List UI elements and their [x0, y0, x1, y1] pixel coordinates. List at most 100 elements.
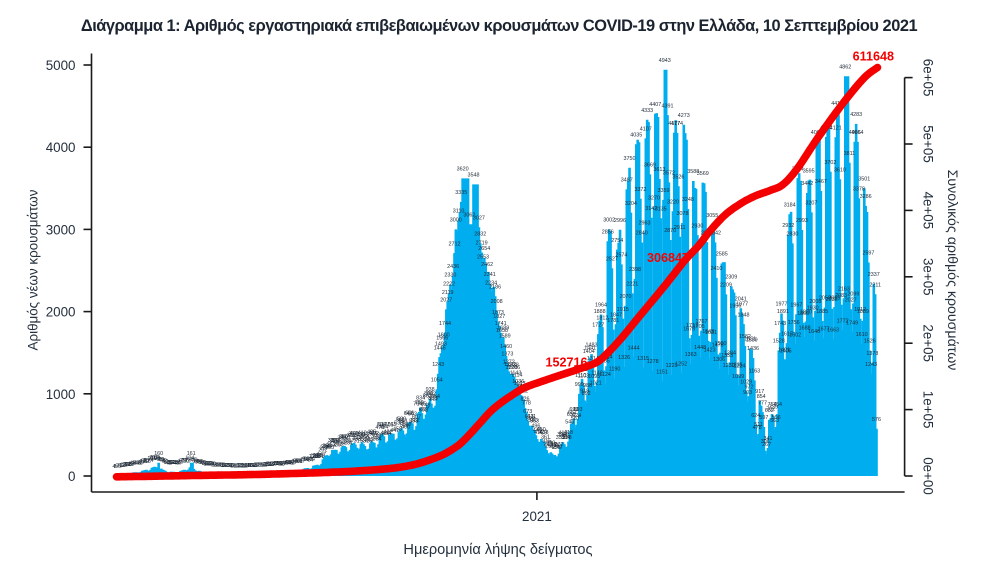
- svg-text:1238: 1238: [507, 363, 519, 369]
- svg-text:316: 316: [332, 438, 341, 444]
- svg-text:63: 63: [196, 459, 202, 465]
- svg-text:673: 673: [523, 409, 532, 415]
- svg-text:553: 553: [398, 419, 407, 425]
- svg-text:496: 496: [531, 423, 540, 429]
- svg-text:160: 160: [154, 451, 163, 457]
- svg-text:43: 43: [135, 461, 141, 467]
- svg-text:754: 754: [768, 402, 777, 408]
- svg-text:2211: 2211: [869, 282, 881, 288]
- svg-text:1677: 1677: [818, 326, 830, 332]
- svg-text:49: 49: [138, 460, 144, 466]
- svg-text:1206: 1206: [508, 365, 520, 371]
- svg-text:1243: 1243: [432, 362, 444, 368]
- svg-text:4407: 4407: [649, 102, 661, 108]
- svg-text:4000: 4000: [46, 140, 76, 155]
- svg-text:533: 533: [394, 420, 403, 426]
- svg-text:101: 101: [147, 456, 156, 462]
- svg-text:402: 402: [350, 431, 359, 437]
- svg-text:3501: 3501: [858, 176, 870, 182]
- svg-text:647: 647: [404, 411, 413, 417]
- svg-text:255: 255: [550, 443, 559, 449]
- svg-text:12: 12: [234, 463, 240, 469]
- svg-text:2008: 2008: [809, 299, 821, 305]
- svg-text:29: 29: [127, 462, 133, 468]
- svg-text:4273: 4273: [678, 113, 690, 119]
- svg-text:450: 450: [537, 427, 546, 433]
- svg-text:315: 315: [363, 438, 372, 444]
- svg-text:2993: 2993: [796, 218, 808, 224]
- svg-text:611: 611: [528, 414, 537, 420]
- svg-text:48: 48: [172, 460, 178, 466]
- svg-text:4035: 4035: [630, 133, 642, 139]
- svg-text:3588: 3588: [687, 169, 699, 175]
- svg-text:20: 20: [214, 463, 220, 469]
- svg-text:23: 23: [211, 462, 217, 468]
- svg-text:5000: 5000: [46, 58, 76, 73]
- svg-text:1658: 1658: [496, 328, 508, 334]
- svg-text:917: 917: [755, 389, 764, 395]
- svg-text:3220: 3220: [667, 200, 679, 206]
- svg-text:2932: 2932: [782, 223, 794, 229]
- svg-text:94: 94: [302, 457, 308, 463]
- svg-text:267: 267: [762, 442, 771, 448]
- svg-text:13: 13: [228, 463, 234, 469]
- svg-text:2930: 2930: [691, 223, 703, 229]
- svg-text:335: 335: [355, 437, 364, 443]
- svg-text:68: 68: [293, 459, 299, 465]
- svg-text:9: 9: [233, 463, 236, 469]
- svg-text:59: 59: [198, 459, 204, 465]
- svg-text:1110: 1110: [575, 373, 586, 379]
- svg-text:3750: 3750: [624, 156, 636, 162]
- svg-text:396: 396: [366, 432, 375, 438]
- svg-text:563: 563: [770, 418, 779, 424]
- svg-text:2021: 2021: [522, 509, 552, 524]
- svg-text:10: 10: [241, 463, 247, 469]
- svg-text:587: 587: [571, 416, 580, 422]
- svg-text:2870: 2870: [664, 228, 676, 234]
- svg-text:291: 291: [344, 440, 353, 446]
- svg-text:1114: 1114: [511, 373, 522, 379]
- svg-text:2963: 2963: [639, 221, 651, 227]
- svg-text:112: 112: [150, 455, 159, 461]
- svg-text:553: 553: [409, 419, 418, 425]
- svg-text:999: 999: [575, 382, 584, 388]
- svg-text:692: 692: [419, 407, 428, 413]
- svg-text:888: 888: [424, 391, 433, 397]
- svg-text:2055: 2055: [828, 295, 840, 301]
- svg-text:4333: 4333: [641, 108, 653, 114]
- svg-text:4418: 4418: [831, 101, 843, 107]
- svg-text:29: 29: [264, 462, 270, 468]
- svg-text:1528: 1528: [773, 339, 785, 345]
- svg-text:3000: 3000: [46, 222, 76, 237]
- svg-text:2830: 2830: [786, 232, 798, 238]
- svg-text:385: 385: [359, 433, 368, 439]
- svg-text:4066: 4066: [849, 130, 861, 136]
- svg-text:33: 33: [129, 462, 135, 468]
- svg-text:3207: 3207: [805, 201, 817, 207]
- svg-text:505: 505: [385, 423, 394, 429]
- svg-text:1847: 1847: [610, 312, 622, 318]
- svg-text:2209: 2209: [720, 283, 732, 289]
- svg-text:1163: 1163: [749, 369, 761, 375]
- svg-text:1306: 1306: [713, 357, 725, 363]
- svg-text:702: 702: [766, 407, 775, 413]
- svg-text:263: 263: [335, 443, 344, 449]
- svg-text:1956: 1956: [729, 303, 741, 309]
- svg-text:69: 69: [192, 459, 198, 465]
- svg-text:59: 59: [195, 459, 201, 465]
- svg-text:2050: 2050: [819, 296, 831, 302]
- svg-text:60: 60: [291, 459, 297, 465]
- svg-text:384: 384: [351, 433, 360, 439]
- svg-text:86: 86: [191, 457, 197, 463]
- svg-text:642: 642: [408, 412, 417, 418]
- svg-text:53: 53: [199, 460, 205, 466]
- svg-text:1772: 1772: [837, 319, 849, 325]
- svg-text:255: 255: [322, 443, 331, 449]
- svg-text:30: 30: [267, 462, 273, 468]
- svg-text:1224: 1224: [734, 364, 746, 370]
- svg-text:63: 63: [139, 459, 145, 465]
- svg-text:1013: 1013: [514, 381, 526, 387]
- svg-text:67: 67: [300, 459, 306, 465]
- svg-text:272: 272: [555, 442, 564, 448]
- svg-text:72: 72: [161, 458, 167, 464]
